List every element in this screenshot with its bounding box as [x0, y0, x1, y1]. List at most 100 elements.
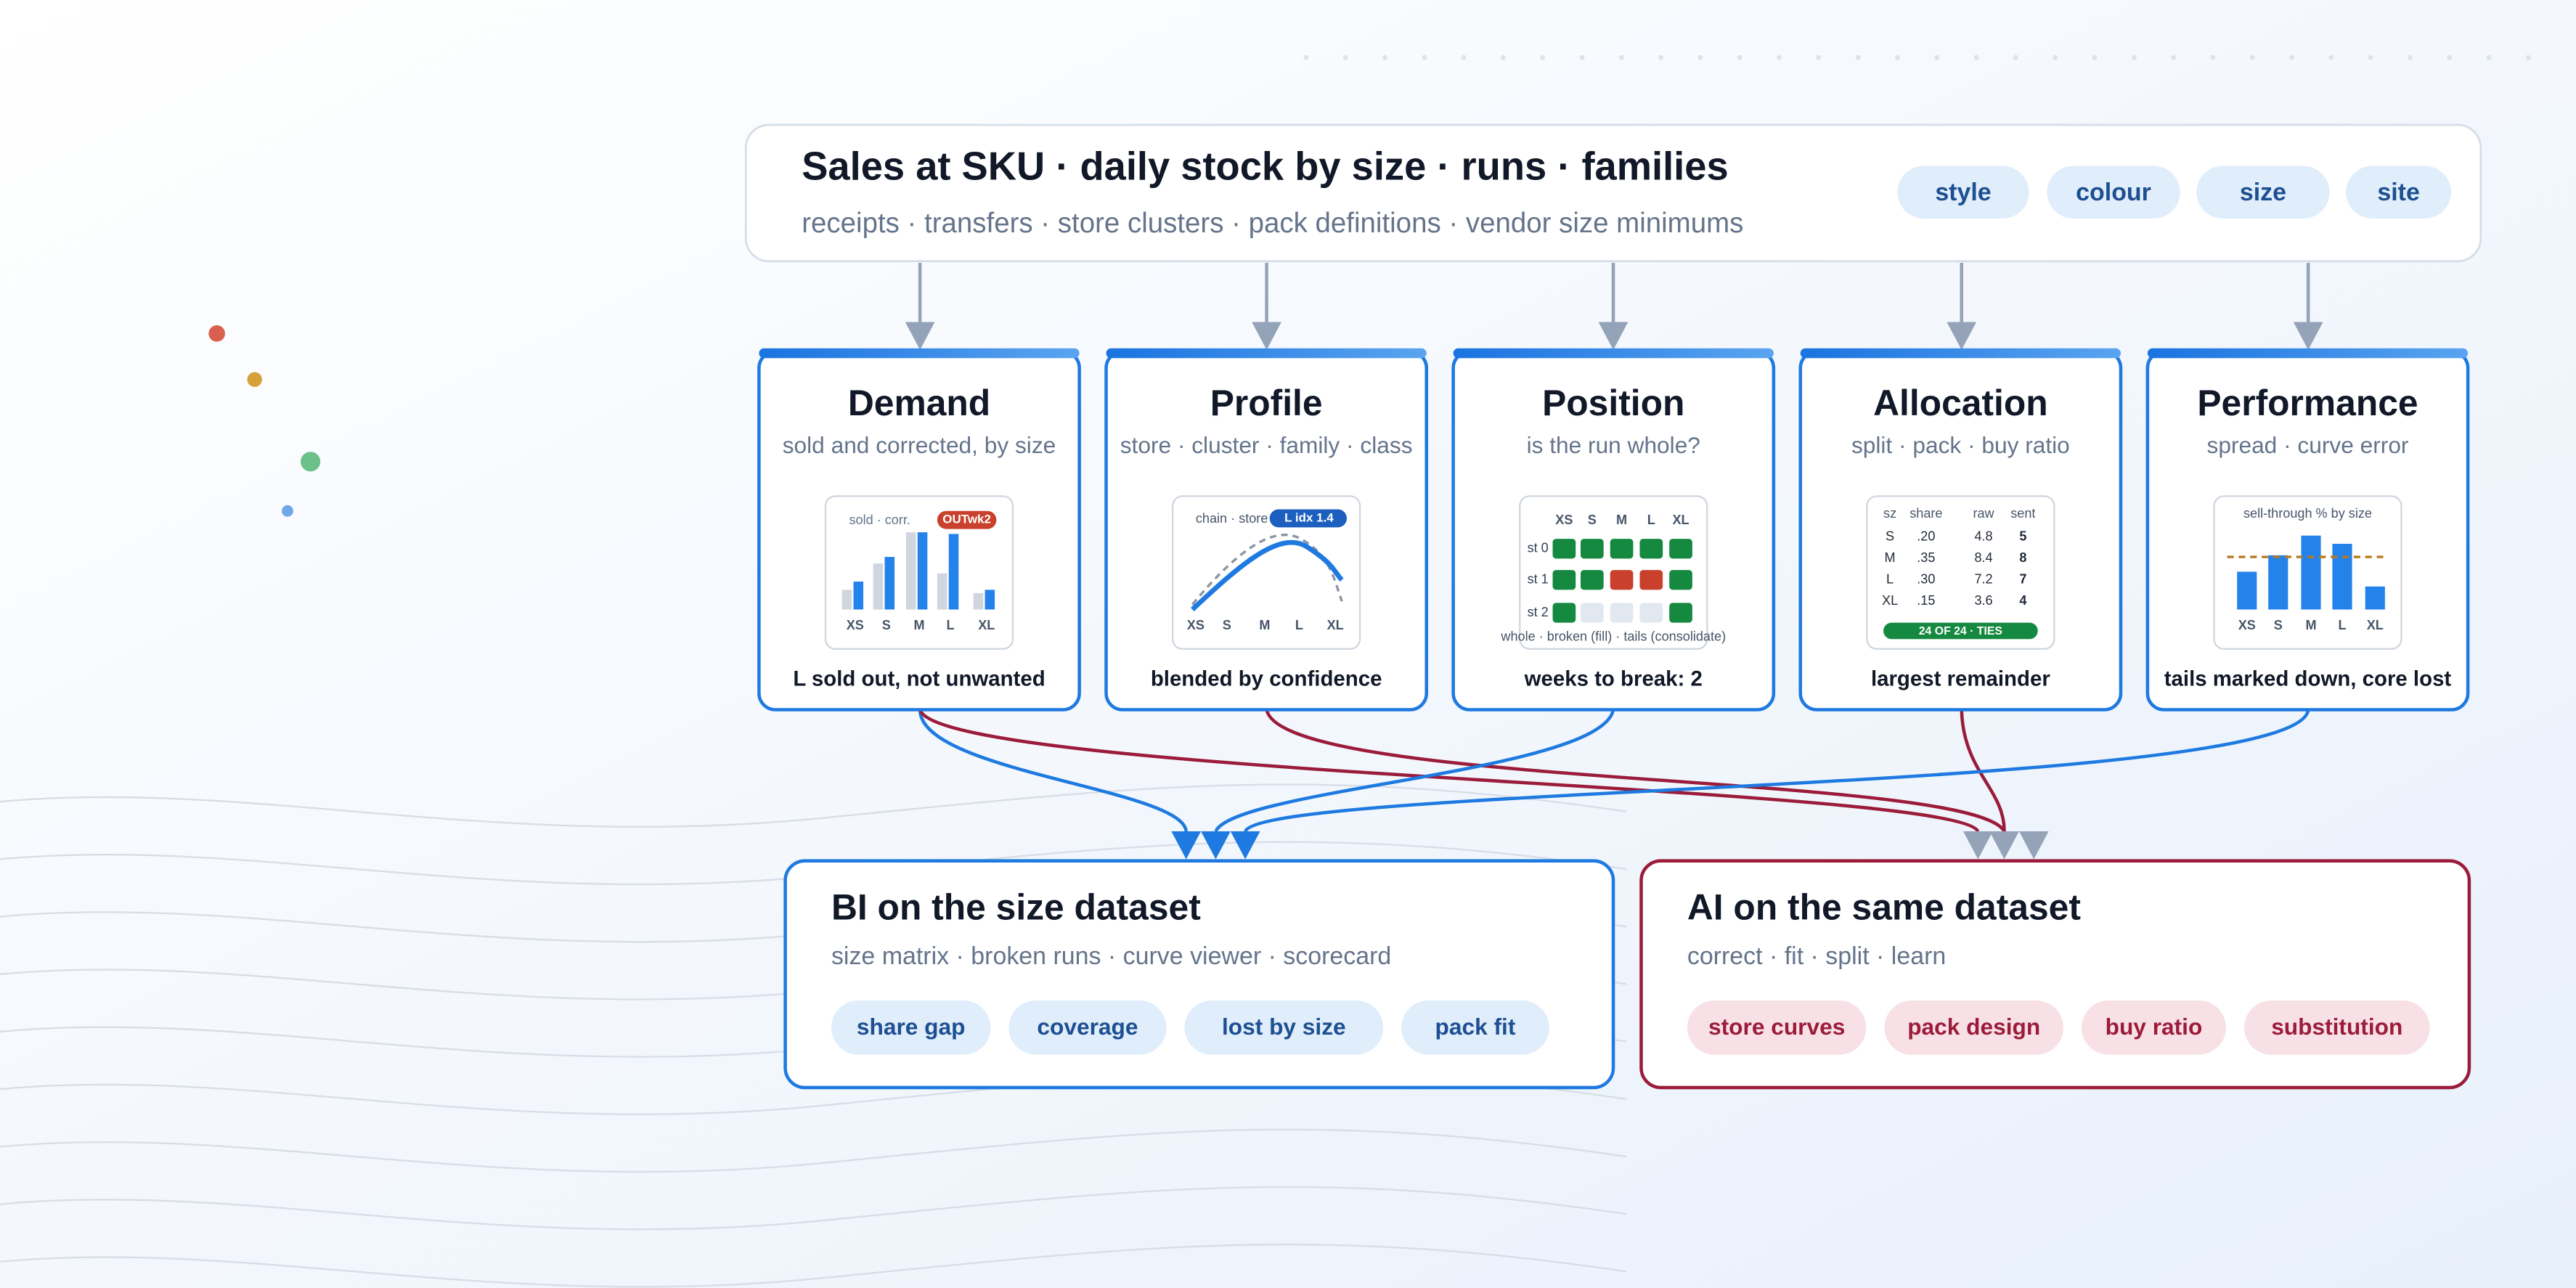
link	[1960, 709, 2006, 831]
table-cell: 4	[2019, 593, 2026, 608]
arrow-head	[1230, 831, 1260, 860]
run-cell	[1610, 603, 1634, 623]
arrow-head	[1962, 831, 1993, 860]
badge	[1883, 622, 2038, 640]
table-cell: 3.6	[1974, 593, 1992, 608]
dot	[2013, 54, 2018, 60]
size-label: M	[2305, 618, 2316, 632]
badge	[937, 510, 997, 529]
dot	[1855, 54, 1861, 60]
column-header: share	[1909, 506, 1942, 521]
chip	[2081, 1000, 2227, 1055]
card-topbar	[1453, 348, 1774, 359]
card-subtitle: spread · curve error	[2207, 432, 2409, 458]
chip	[1008, 1000, 1167, 1055]
dot	[2210, 54, 2216, 60]
dot	[1658, 54, 1664, 60]
dot	[2368, 54, 2373, 60]
dot	[1342, 54, 1348, 60]
panel-subtitle: correct · fit · split · learn	[1687, 942, 1946, 970]
card-subtitle: sold and corrected, by size	[783, 432, 1056, 458]
dot	[2447, 54, 2453, 60]
bar	[2237, 571, 2257, 610]
arrow-head	[1201, 831, 1231, 860]
link	[1265, 709, 2006, 833]
chip	[1687, 1000, 1867, 1055]
tag-pill	[2047, 166, 2180, 219]
run-cell	[1610, 539, 1634, 559]
bar-corrected	[853, 582, 864, 610]
run-cell	[1669, 603, 1692, 623]
chip-label: buy ratio	[2106, 1014, 2203, 1040]
wave-line	[0, 783, 1627, 828]
run-cell	[1580, 539, 1604, 559]
chip	[831, 1000, 991, 1055]
dot	[2092, 54, 2098, 60]
chip-label: store curves	[1708, 1014, 1845, 1040]
arrow-head	[1171, 831, 1202, 860]
header-box	[744, 123, 2482, 263]
size-label: S	[2274, 618, 2283, 632]
size-label: S	[1223, 618, 1231, 632]
column-header: sent	[2010, 506, 2035, 521]
tag-label: site	[2377, 179, 2419, 206]
arrow-head	[1947, 322, 1977, 350]
header-subtitle: receipts · transfers · store clusters · …	[802, 208, 1743, 239]
size-label: L	[1295, 618, 1303, 632]
card-subtitle: is the run whole?	[1527, 432, 1700, 458]
dot	[1816, 54, 1822, 60]
dot	[1618, 54, 1624, 60]
dot	[1934, 54, 1940, 60]
run-cell	[1552, 570, 1576, 590]
chart-label: sell-through % by size	[2243, 506, 2372, 521]
dot	[1382, 54, 1387, 60]
table-cell: 5	[2019, 529, 2026, 544]
arrow-head	[1252, 322, 1281, 350]
dot	[2486, 54, 2492, 60]
chip-label: coverage	[1037, 1014, 1138, 1040]
size-label: S	[882, 618, 891, 632]
size-label: XS	[1555, 513, 1573, 527]
table-cell: .35	[1917, 550, 1935, 565]
panel-subtitle: size matrix · broken runs · curve viewer…	[831, 942, 1391, 970]
bar-corrected	[884, 557, 895, 610]
panel-title: BI on the size dataset	[831, 887, 1201, 928]
card-topbar	[1106, 348, 1427, 359]
card-title: Demand	[848, 383, 990, 423]
chip-label: lost by size	[1222, 1014, 1346, 1040]
badge-label: L idx 1.4	[1284, 510, 1334, 524]
size-label: XL	[1672, 513, 1689, 527]
bar-sold	[973, 592, 984, 610]
bar	[2365, 586, 2385, 610]
accent-dot	[301, 452, 321, 472]
link	[1214, 709, 1615, 833]
table-cell: .20	[1917, 529, 1935, 544]
size-label: L	[1647, 513, 1655, 527]
wave-line	[0, 1186, 1627, 1231]
table-cell: 8	[2019, 550, 2026, 565]
tag-pill	[2346, 166, 2452, 219]
arrow-head	[2018, 831, 2049, 860]
size-label: M	[1616, 513, 1627, 527]
table-cell: M	[1885, 550, 1896, 565]
size-label: S	[1588, 513, 1597, 527]
dot	[1579, 54, 1585, 60]
panel-title: AI on the same dataset	[1687, 887, 2081, 928]
dot	[1422, 54, 1427, 60]
arrow-head	[1598, 322, 1629, 350]
run-cell	[1580, 570, 1604, 590]
chip-label: pack design	[1907, 1014, 2040, 1040]
dot	[2525, 54, 2531, 60]
header-title: Sales at SKU · daily stock by size · run…	[802, 144, 1728, 188]
accent-dot	[208, 325, 225, 342]
badge-label: 24 OF 24 · TIES	[1919, 625, 2002, 637]
arrow-head	[1989, 831, 2019, 860]
chip-label: pack fit	[1435, 1014, 1516, 1040]
chip	[1884, 1000, 2064, 1055]
run-cell	[1580, 603, 1604, 623]
tag-label: style	[1935, 179, 1991, 206]
table-cell: .30	[1917, 572, 1935, 587]
card-subtitle: split · pack · buy ratio	[1851, 432, 2070, 458]
size-label: L	[946, 618, 954, 632]
size-label: XS	[847, 618, 864, 632]
